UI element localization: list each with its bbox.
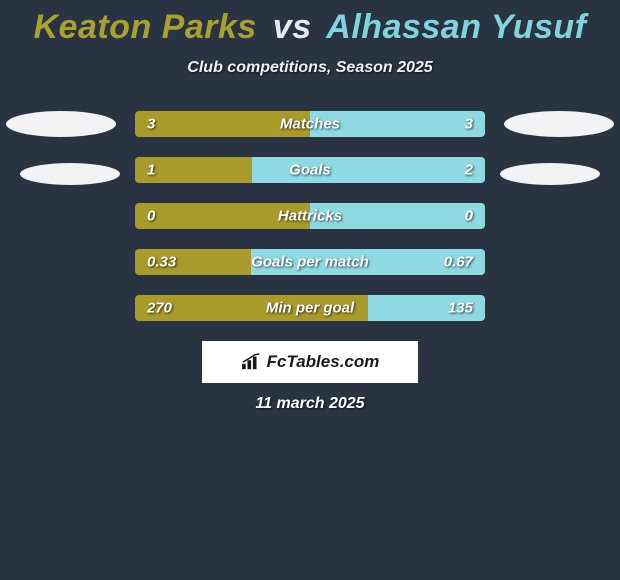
player2-avatar-placeholder [504, 111, 614, 137]
stat-right-value: 135 [448, 300, 473, 317]
date-label: 11 march 2025 [0, 395, 620, 413]
stat-left-value: 270 [147, 300, 172, 317]
stat-label: Hattricks [278, 208, 342, 225]
title: Keaton Parks vs Alhassan Yusuf [0, 8, 620, 47]
stat-row: 270 135 Min per goal [135, 295, 485, 321]
comparison-card: Keaton Parks vs Alhassan Yusuf Club comp… [0, 0, 620, 413]
stat-row: 3 3 Matches [135, 111, 485, 137]
vs-label: vs [273, 8, 312, 46]
subtitle: Club competitions, Season 2025 [0, 59, 620, 77]
stats-stage: 3 3 Matches 1 2 Goals 0 0 Hattricks 0.33 0.67 Goals… [0, 111, 620, 321]
stat-row: 0 0 Hattricks [135, 203, 485, 229]
stat-left-value: 0 [147, 208, 155, 225]
stat-left-value: 1 [147, 162, 155, 179]
stat-fill-right [252, 157, 485, 183]
stat-label: Goals [289, 162, 331, 179]
stat-left-value: 3 [147, 116, 155, 133]
player2-badge-placeholder [500, 163, 600, 185]
player1-badge-placeholder [20, 163, 120, 185]
player2-name: Alhassan Yusuf [326, 8, 586, 46]
brand-logo-text: FcTables.com [267, 352, 380, 372]
stat-label: Matches [280, 116, 340, 133]
stat-row: 0.33 0.67 Goals per match [135, 249, 485, 275]
stat-left-value: 0.33 [147, 254, 176, 271]
player1-name: Keaton Parks [34, 8, 257, 46]
stat-row: 1 2 Goals [135, 157, 485, 183]
bar-chart-icon [241, 353, 263, 371]
stat-label: Min per goal [266, 300, 354, 317]
player1-avatar-placeholder [6, 111, 116, 137]
stat-right-value: 3 [465, 116, 473, 133]
stat-right-value: 0 [465, 208, 473, 225]
stat-bars: 3 3 Matches 1 2 Goals 0 0 Hattricks 0.33 0.67 Goals… [135, 111, 485, 321]
brand-logo: FcTables.com [202, 341, 418, 383]
stat-label: Goals per match [251, 254, 369, 271]
stat-right-value: 2 [465, 162, 473, 179]
stat-right-value: 0.67 [444, 254, 473, 271]
